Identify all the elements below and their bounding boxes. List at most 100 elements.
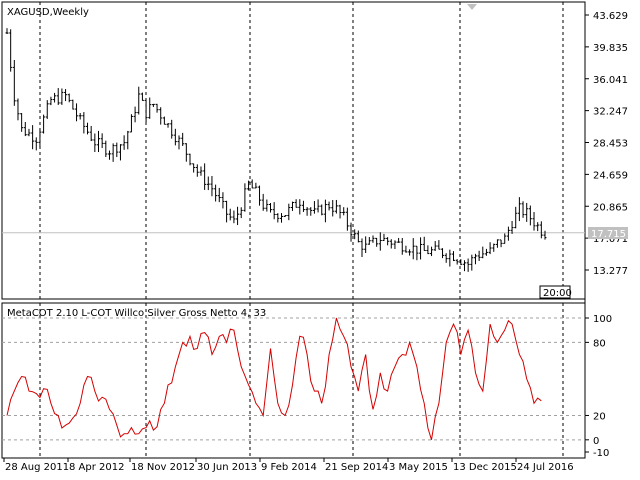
price-bar	[86, 122, 90, 135]
price-bar	[320, 204, 324, 216]
price-bar	[393, 240, 397, 250]
vertical-grid	[39, 2, 564, 458]
price-bar	[184, 143, 188, 162]
price-bar	[31, 125, 35, 150]
price-bar	[408, 249, 412, 256]
price-bar	[192, 163, 196, 173]
price-bar	[543, 230, 547, 240]
price-bar	[371, 235, 375, 243]
price-bar	[60, 88, 64, 105]
price-bar	[173, 128, 177, 146]
price-bar	[23, 122, 27, 137]
price-bar	[82, 112, 86, 134]
indicator-axis-label: 100	[593, 314, 612, 325]
price-bar	[539, 221, 543, 239]
current-price-value: 17.715	[591, 229, 626, 240]
price-bar	[532, 212, 536, 231]
price-bar	[265, 199, 269, 212]
price-bar	[269, 203, 273, 213]
price-bar	[470, 254, 474, 271]
price-bar	[484, 248, 488, 256]
indicator-axis-label: 0	[593, 436, 599, 447]
price-bar	[342, 207, 346, 216]
price-bar	[129, 114, 133, 133]
time-axis-label: 13 Dec 2015	[453, 462, 517, 473]
chart-symbol-title: XAGUSD,Weekly	[7, 7, 89, 18]
time-axis-label: 30 Jun 2013	[197, 462, 257, 473]
price-bar	[437, 240, 441, 250]
price-bar	[462, 260, 466, 272]
time-axis-label: 24 Jul 2016	[517, 462, 574, 473]
price-axis-label: 32.247	[593, 107, 628, 118]
price-bar	[232, 210, 236, 224]
price-bar	[312, 201, 316, 214]
price-bar	[210, 176, 214, 197]
time-badge: 20:00	[539, 285, 572, 299]
indicator-axis-label: 20	[593, 411, 606, 422]
price-bar	[349, 222, 353, 242]
price-bar	[492, 243, 496, 252]
price-bar	[45, 100, 49, 119]
price-bar	[96, 130, 100, 153]
price-bar	[466, 258, 470, 272]
price-bar	[481, 246, 485, 259]
price-bar	[517, 197, 521, 222]
price-bar	[217, 187, 221, 203]
price-bar	[397, 237, 401, 243]
price-bar	[126, 130, 130, 150]
price-bar	[78, 113, 82, 120]
price-axis-label: 24.659	[593, 170, 628, 181]
price-bar	[64, 89, 68, 102]
price-bar	[195, 164, 199, 177]
time-axis-label: 3 May 2015	[389, 462, 448, 473]
price-bar	[419, 237, 423, 260]
price-bar	[514, 206, 518, 229]
price-bar	[353, 229, 357, 240]
price-bar	[140, 92, 144, 101]
chart-shift-marker-icon[interactable]	[467, 4, 477, 10]
indicator-axis: 100 80 20 0-10	[585, 314, 612, 459]
price-bar	[5, 28, 9, 34]
price-bar	[159, 107, 163, 125]
price-bar	[364, 236, 368, 254]
price-bar	[404, 245, 408, 253]
price-bar	[400, 237, 404, 255]
price-bar	[20, 113, 24, 132]
price-bar	[166, 123, 170, 128]
price-bar	[67, 93, 71, 103]
price-bar	[199, 166, 203, 176]
price-bar	[133, 106, 137, 123]
current-price-label: 17.715	[588, 227, 628, 240]
price-bar	[345, 207, 349, 231]
price-bar	[12, 60, 16, 106]
price-bar	[272, 202, 276, 220]
price-bar	[430, 246, 434, 257]
price-bar	[334, 199, 338, 214]
price-bar	[452, 251, 456, 262]
price-bar	[188, 153, 192, 166]
price-bar	[118, 144, 122, 161]
price-bar	[356, 230, 360, 243]
price-bar	[477, 250, 481, 261]
price-bar	[367, 237, 371, 245]
price-bar	[415, 245, 419, 261]
price-bar-series	[5, 28, 547, 272]
price-bar	[181, 132, 185, 147]
price-bar	[506, 226, 510, 241]
price-bar	[528, 205, 532, 226]
price-bar	[122, 135, 126, 150]
price-bar	[536, 222, 540, 232]
price-bar	[488, 242, 492, 255]
price-bar	[71, 99, 75, 110]
price-bar	[323, 199, 327, 223]
price-bar	[247, 180, 251, 191]
price-bar	[510, 220, 514, 234]
price-bar	[53, 92, 57, 103]
price-bar	[360, 238, 364, 257]
price-bar	[525, 202, 529, 222]
price-bar	[433, 241, 437, 251]
time-axis-label: 8 Apr 2012	[69, 462, 124, 473]
price-bar	[111, 143, 115, 162]
